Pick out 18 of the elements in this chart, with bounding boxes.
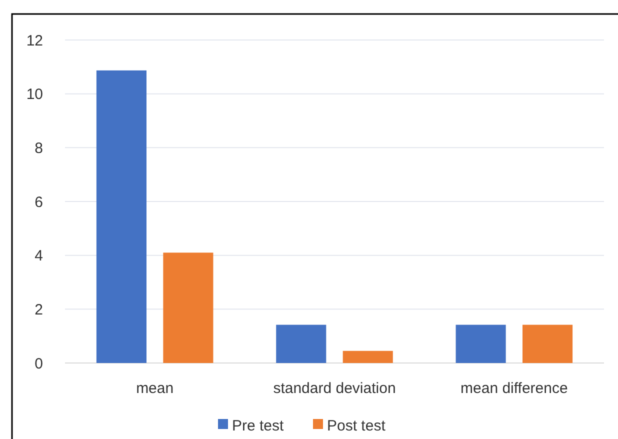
legend-label: Pre test [232, 417, 285, 434]
y-tick-label: 0 [34, 355, 43, 372]
y-tick-label: 10 [26, 86, 43, 104]
y-tick-label: 2 [34, 301, 43, 318]
x-tick-label: mean difference [460, 380, 568, 397]
bar [522, 324, 573, 363]
bar [342, 350, 393, 363]
y-tick-label: 12 [26, 32, 43, 50]
y-tick-label: 6 [34, 194, 43, 211]
bar [96, 70, 146, 363]
bar [276, 324, 326, 363]
y-tick-label: 8 [34, 140, 43, 157]
x-tick-label: mean [136, 380, 174, 397]
bar [456, 324, 506, 363]
y-tick-label: 4 [34, 248, 43, 265]
x-tick-label: standard deviation [273, 380, 396, 397]
bar [163, 252, 214, 363]
legend-label: Post test [327, 417, 386, 434]
